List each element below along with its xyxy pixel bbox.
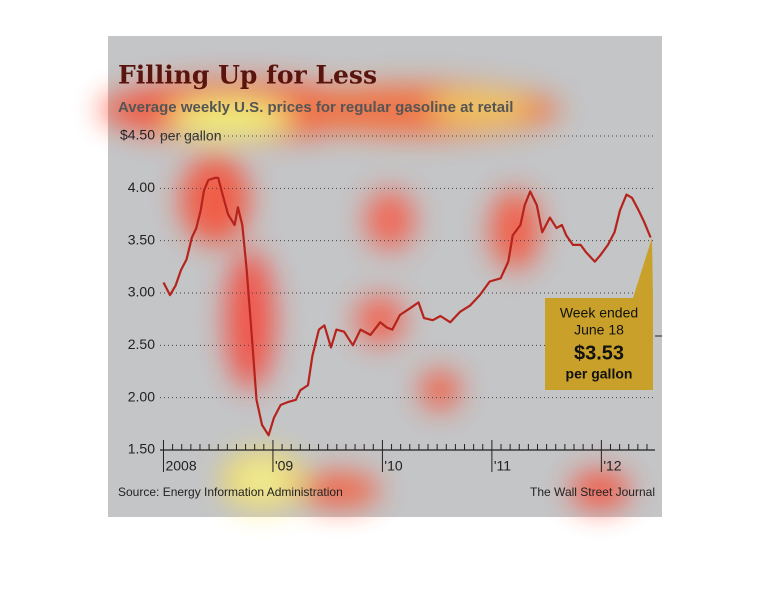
y-unit: per gallon	[160, 128, 222, 144]
y-tick-label: 3.50	[128, 231, 155, 247]
annotation-text: June 18	[574, 322, 624, 338]
annotation-pointer	[633, 237, 653, 298]
annotation-value: $3.53	[574, 342, 624, 364]
y-tick-label: $4.50	[120, 127, 155, 143]
annotation-text: Week ended	[560, 305, 638, 321]
chart-title: Filling Up for Less	[118, 61, 377, 90]
y-tick-label: 2.50	[128, 336, 155, 352]
chart-subtitle: Average weekly U.S. prices for regular g…	[118, 99, 513, 116]
x-tick-label: 2008	[165, 458, 196, 474]
annotation-unit: per gallon	[566, 366, 633, 382]
x-tick-label: '10	[384, 458, 402, 474]
x-tick-label: '12	[603, 458, 621, 474]
x-tick-label: '11	[494, 458, 511, 474]
y-tick-label: 2.00	[128, 388, 155, 404]
y-tick-label: 1.50	[128, 441, 155, 457]
x-tick-label: '09	[275, 458, 293, 474]
credit: The Wall Street Journal	[530, 485, 655, 499]
annotation-box	[545, 298, 653, 390]
y-tick-label: 4.00	[128, 179, 155, 195]
source: Source: Energy Information Administratio…	[118, 485, 343, 499]
y-tick-label: 3.00	[128, 284, 155, 300]
line-series	[162, 176, 652, 437]
